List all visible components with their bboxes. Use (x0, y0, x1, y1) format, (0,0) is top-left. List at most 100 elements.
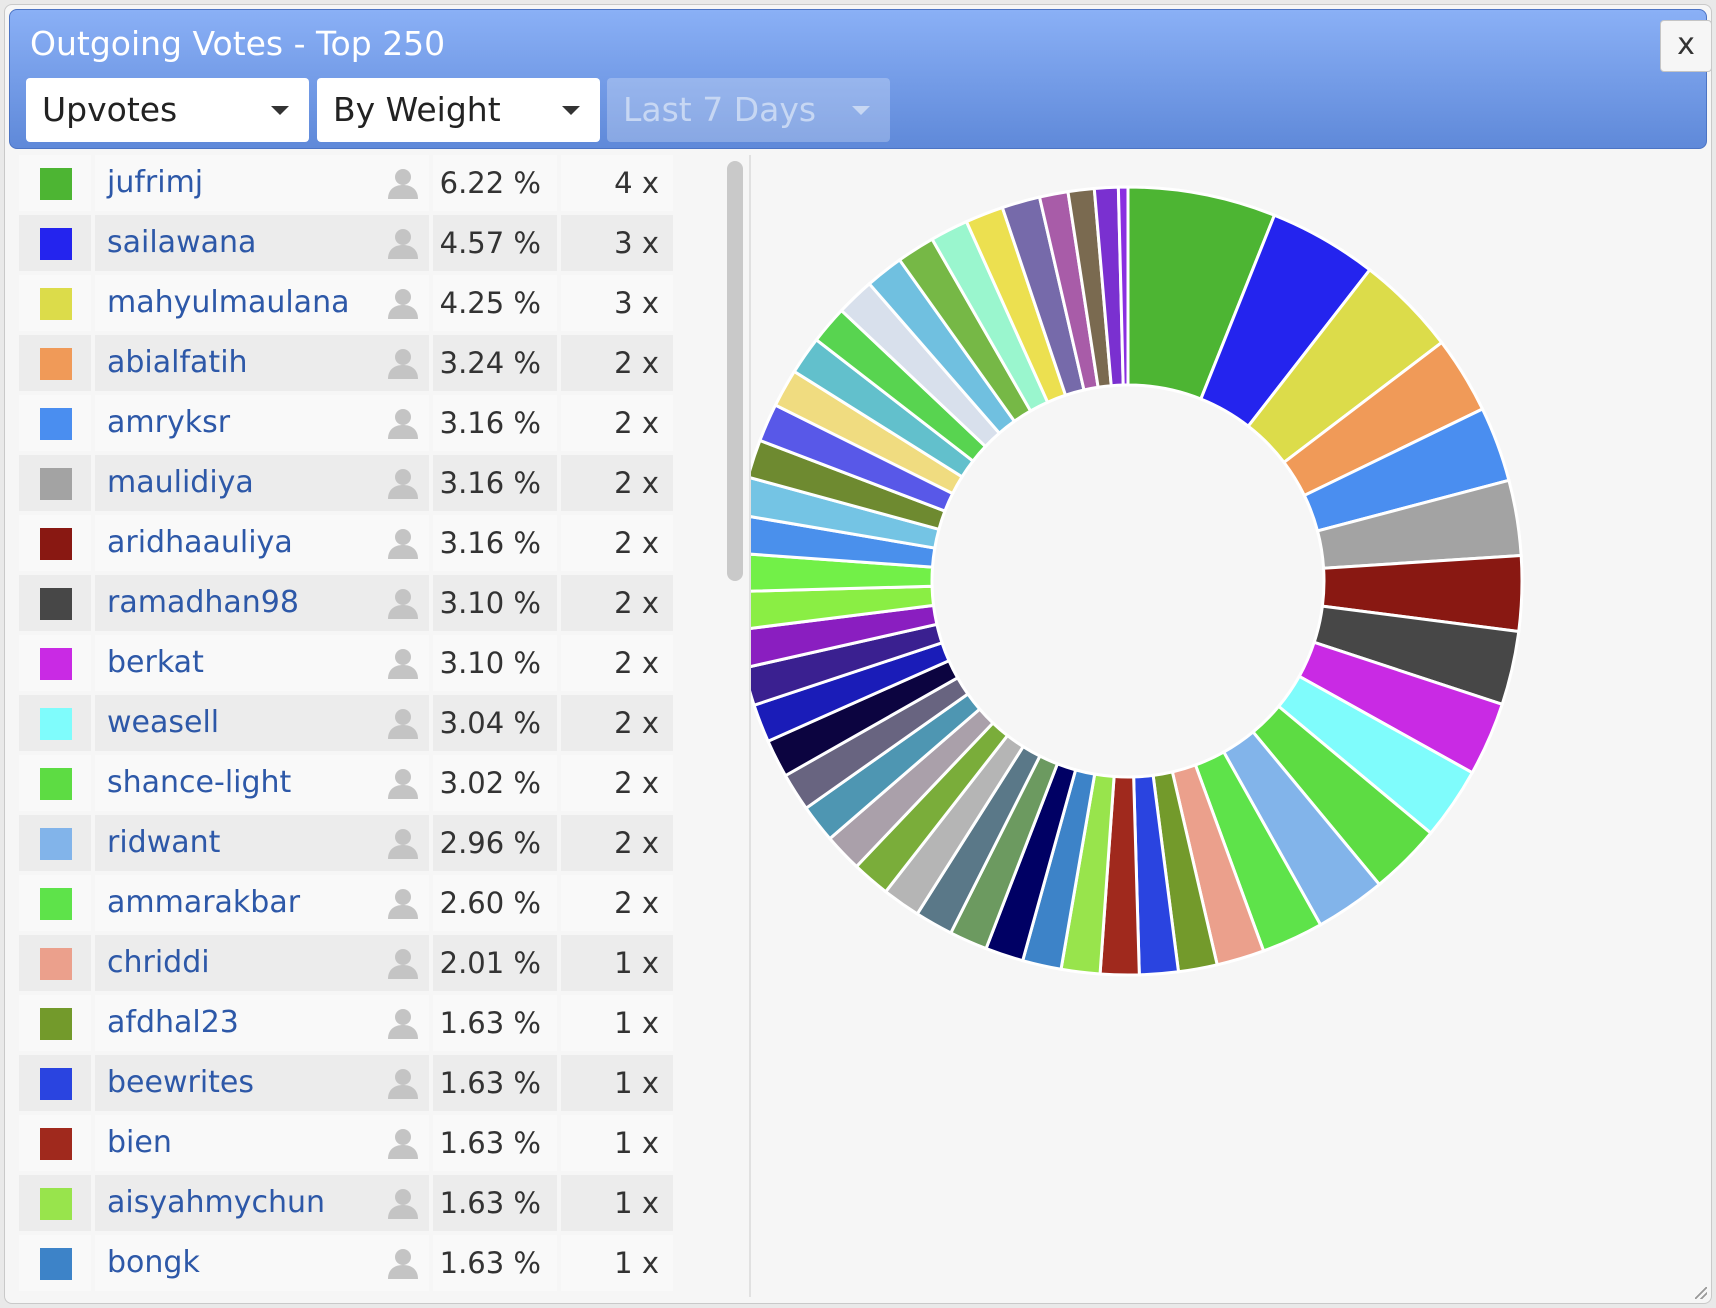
voter-link[interactable]: bien (107, 1125, 172, 1160)
profile-cell (349, 875, 429, 931)
votes-donut-chart (732, 185, 1524, 977)
user-profile-icon[interactable] (385, 465, 421, 501)
panel-divider (749, 155, 751, 1297)
table-row: berkat 3.10 % 2 x (19, 635, 674, 693)
profile-cell (349, 1055, 429, 1111)
voter-link[interactable]: bongk (107, 1245, 200, 1280)
percent-cell: 3.16 % (433, 515, 557, 571)
table-row: bongk 1.63 % 1 x (19, 1235, 674, 1293)
table-row: ammarakbar 2.60 % 2 x (19, 875, 674, 933)
vote-percent: 4.25 % (439, 286, 541, 320)
count-cell: 2 x (561, 395, 673, 451)
table-row: afdhal23 1.63 % 1 x (19, 995, 674, 1053)
user-profile-icon[interactable] (385, 705, 421, 741)
scrollbar-thumb[interactable] (727, 161, 743, 581)
chevron-down-icon (852, 106, 870, 115)
voter-link[interactable]: amryksr (107, 405, 231, 440)
sort-select[interactable]: By Weight (317, 78, 600, 142)
chevron-down-icon (562, 106, 580, 115)
user-profile-icon[interactable] (385, 1185, 421, 1221)
outgoing-votes-dialog: Outgoing Votes - Top 250 x Upvotes By We… (4, 4, 1712, 1304)
color-swatch (40, 468, 72, 500)
count-cell: 2 x (561, 575, 673, 631)
user-profile-icon[interactable] (385, 345, 421, 381)
voter-link[interactable]: abialfatih (107, 345, 248, 380)
percent-cell: 3.02 % (433, 755, 557, 811)
color-cell (19, 275, 91, 331)
voter-link[interactable]: ammarakbar (107, 885, 301, 920)
table-row: ridwant 2.96 % 2 x (19, 815, 674, 873)
table-row: ramadhan98 3.10 % 2 x (19, 575, 674, 633)
resize-handle[interactable] (1695, 1287, 1707, 1299)
table-row: aridhaauliya 3.16 % 2 x (19, 515, 674, 573)
vote-count: 1 x (614, 1246, 659, 1280)
voter-link[interactable]: ridwant (107, 825, 221, 860)
count-cell: 2 x (561, 515, 673, 571)
voter-link[interactable]: mahyulmaulana (107, 285, 350, 320)
color-swatch (40, 528, 72, 560)
close-button[interactable]: x (1660, 20, 1711, 72)
percent-cell: 3.04 % (433, 695, 557, 751)
dialog-titlebar[interactable]: Outgoing Votes - Top 250 x Upvotes By We… (9, 9, 1711, 149)
percent-cell: 1.63 % (433, 1235, 557, 1291)
color-cell (19, 815, 91, 871)
user-profile-icon[interactable] (385, 1065, 421, 1101)
count-cell: 1 x (561, 1055, 673, 1111)
table-row: maulidiya 3.16 % 2 x (19, 455, 674, 513)
user-profile-icon[interactable] (385, 1245, 421, 1281)
user-profile-icon[interactable] (385, 225, 421, 261)
user-profile-icon[interactable] (385, 765, 421, 801)
voter-link[interactable]: beewrites (107, 1065, 255, 1100)
vote-percent: 1.63 % (439, 1246, 541, 1280)
color-swatch (40, 168, 72, 200)
user-profile-icon[interactable] (385, 1125, 421, 1161)
table-row: jufrimj 6.22 % 4 x (19, 155, 674, 213)
profile-cell (349, 1175, 429, 1231)
voter-link[interactable]: maulidiya (107, 465, 254, 500)
user-profile-icon[interactable] (385, 525, 421, 561)
table-row: weasell 3.04 % 2 x (19, 695, 674, 753)
voter-link[interactable]: weasell (107, 705, 220, 740)
color-cell (19, 935, 91, 991)
user-profile-icon[interactable] (385, 165, 421, 201)
voter-link[interactable]: shance-light (107, 765, 292, 800)
vote-percent: 1.63 % (439, 1186, 541, 1220)
sort-value: By Weight (333, 90, 501, 129)
color-cell (19, 575, 91, 631)
voter-link[interactable]: aridhaauliya (107, 525, 293, 560)
user-profile-icon[interactable] (385, 945, 421, 981)
profile-cell (349, 455, 429, 511)
color-swatch (40, 588, 72, 620)
vote-type-select[interactable]: Upvotes (26, 78, 309, 142)
voter-link[interactable]: ramadhan98 (107, 585, 299, 620)
profile-cell (349, 1235, 429, 1291)
voter-link[interactable]: aisyahmychun (107, 1185, 326, 1220)
voter-link[interactable]: afdhal23 (107, 1005, 239, 1040)
donut-slice[interactable] (1116, 185, 1130, 387)
color-cell (19, 995, 91, 1051)
name-cell: shance-light (95, 755, 429, 811)
vote-count: 2 x (614, 406, 659, 440)
dialog-title: Outgoing Votes - Top 250 (30, 24, 446, 63)
user-profile-icon[interactable] (385, 645, 421, 681)
user-profile-icon[interactable] (385, 285, 421, 321)
percent-cell: 3.10 % (433, 575, 557, 631)
user-profile-icon[interactable] (385, 405, 421, 441)
user-profile-icon[interactable] (385, 585, 421, 621)
color-swatch (40, 348, 72, 380)
color-cell (19, 1175, 91, 1231)
user-profile-icon[interactable] (385, 885, 421, 921)
count-cell: 1 x (561, 1175, 673, 1231)
table-row: chriddi 2.01 % 1 x (19, 935, 674, 993)
count-cell: 3 x (561, 275, 673, 331)
table-row: amryksr 3.16 % 2 x (19, 395, 674, 453)
profile-cell (349, 995, 429, 1051)
voter-link[interactable]: jufrimj (107, 165, 204, 200)
voter-link[interactable]: berkat (107, 645, 204, 680)
period-select: Last 7 Days (607, 78, 890, 142)
user-profile-icon[interactable] (385, 825, 421, 861)
voter-link[interactable]: sailawana (107, 225, 257, 260)
user-profile-icon[interactable] (385, 1005, 421, 1041)
profile-cell (349, 755, 429, 811)
voter-link[interactable]: chriddi (107, 945, 210, 980)
